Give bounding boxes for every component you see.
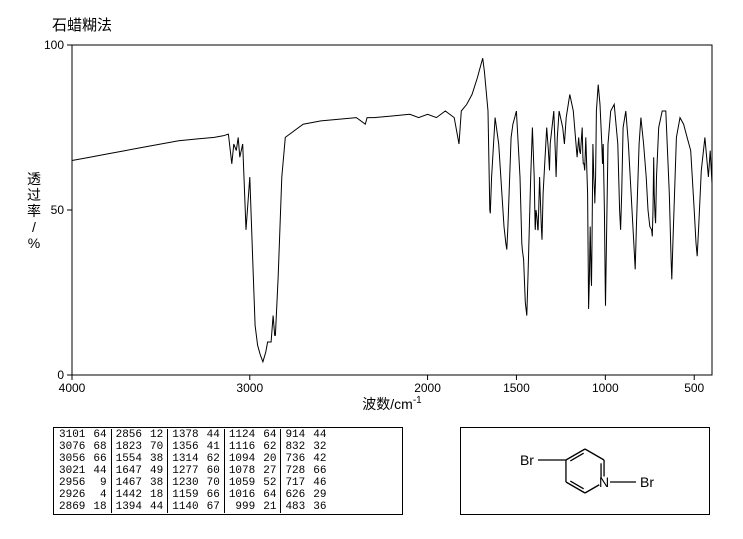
peak-cell: 66 [89, 453, 111, 465]
svg-text:透: 透 [27, 171, 41, 187]
peak-cell: 41 [203, 441, 225, 453]
peak-cell: 1016 [224, 489, 259, 501]
peak-cell: 12 [146, 429, 168, 441]
peak-cell: 1467 [111, 477, 146, 489]
peak-cell: 42 [309, 453, 330, 465]
peak-cell: 29 [309, 489, 330, 501]
peak-cell: 914 [281, 429, 309, 441]
peak-cell: 3076 [55, 441, 89, 453]
peak-cell: 67 [203, 501, 225, 513]
peak-cell: 60 [203, 465, 225, 477]
peak-cell: 1078 [224, 465, 259, 477]
svg-text:Br: Br [640, 474, 654, 490]
peak-cell: 1378 [168, 429, 203, 441]
peak-cell: 1140 [168, 501, 203, 513]
peak-cell: 3056 [55, 453, 89, 465]
peak-cell: 66 [203, 489, 225, 501]
peak-cell: 70 [203, 477, 225, 489]
svg-text:0: 0 [57, 368, 64, 382]
peak-cell: 483 [281, 501, 309, 513]
svg-text:3000: 3000 [236, 381, 263, 395]
peak-cell: 68 [89, 441, 111, 453]
peak-cell: 1554 [111, 453, 146, 465]
peak-cell: 2869 [55, 501, 89, 513]
chart-title: 石蜡糊法 [52, 14, 112, 35]
peak-cell: 1277 [168, 465, 203, 477]
peak-cell: 1094 [224, 453, 259, 465]
peak-cell: 36 [309, 501, 330, 513]
svg-text:%: % [28, 235, 40, 251]
peak-cell: 18 [146, 489, 168, 501]
peak-cell: 70 [146, 441, 168, 453]
peak-cell: 44 [203, 429, 225, 441]
peak-table: 3101642856121378441124649144430766818237… [55, 429, 330, 513]
peak-cell: 9 [89, 477, 111, 489]
peak-cell: 62 [203, 453, 225, 465]
peak-cell: 3101 [55, 429, 89, 441]
molecule-structure: N Br Br [460, 427, 710, 520]
svg-text:1000: 1000 [592, 381, 619, 395]
peak-cell: 2956 [55, 477, 89, 489]
peak-cell: 1159 [168, 489, 203, 501]
peak-cell: 46 [309, 477, 330, 489]
peak-cell: 66 [309, 465, 330, 477]
peak-cell: 38 [146, 453, 168, 465]
peak-cell: 2926 [55, 489, 89, 501]
svg-text:500: 500 [684, 381, 704, 395]
peak-cell: 44 [309, 429, 330, 441]
svg-text:4000: 4000 [59, 381, 86, 395]
peak-cell: 999 [224, 501, 259, 513]
svg-text:率: 率 [27, 203, 41, 219]
peak-cell: 62 [259, 441, 281, 453]
peak-cell: 64 [89, 429, 111, 441]
svg-text:50: 50 [51, 203, 65, 217]
peak-cell: 49 [146, 465, 168, 477]
peak-cell: 1442 [111, 489, 146, 501]
peak-cell: 1356 [168, 441, 203, 453]
svg-text:100: 100 [44, 38, 64, 52]
peak-cell: 64 [259, 489, 281, 501]
peak-cell: 2856 [111, 429, 146, 441]
peak-cell: 21 [259, 501, 281, 513]
peak-cell: 1394 [111, 501, 146, 513]
peak-cell: 3021 [55, 465, 89, 477]
peak-cell: 1059 [224, 477, 259, 489]
ir-spectrum-chart: 4000 3000 2000 1500 1000 500 波数/cm-1 0 50 100 透过率/… [22, 35, 724, 413]
peak-cell: 18 [89, 501, 111, 513]
peak-cell: 832 [281, 441, 309, 453]
peak-cell: 1116 [224, 441, 259, 453]
peak-cell: 38 [146, 477, 168, 489]
peak-cell: 44 [146, 501, 168, 513]
svg-text:1500: 1500 [503, 381, 530, 395]
peak-cell: 52 [259, 477, 281, 489]
peak-cell: 44 [89, 465, 111, 477]
svg-text:/: / [32, 219, 36, 235]
svg-text:过: 过 [27, 187, 41, 203]
peak-cell: 20 [259, 453, 281, 465]
peak-cell: 1124 [224, 429, 259, 441]
peak-cell: 728 [281, 465, 309, 477]
peak-cell: 4 [89, 489, 111, 501]
peak-cell: 1823 [111, 441, 146, 453]
peak-cell: 626 [281, 489, 309, 501]
peak-cell: 1230 [168, 477, 203, 489]
peak-cell: 27 [259, 465, 281, 477]
peak-cell: 64 [259, 429, 281, 441]
peak-cell: 1647 [111, 465, 146, 477]
peak-cell: 32 [309, 441, 330, 453]
svg-text:波数/cm-1: 波数/cm-1 [362, 395, 422, 412]
svg-text:Br: Br [520, 452, 534, 468]
peak-cell: 1314 [168, 453, 203, 465]
svg-text:2000: 2000 [414, 381, 441, 395]
svg-text:N: N [599, 474, 609, 490]
peak-cell: 717 [281, 477, 309, 489]
peak-cell: 736 [281, 453, 309, 465]
